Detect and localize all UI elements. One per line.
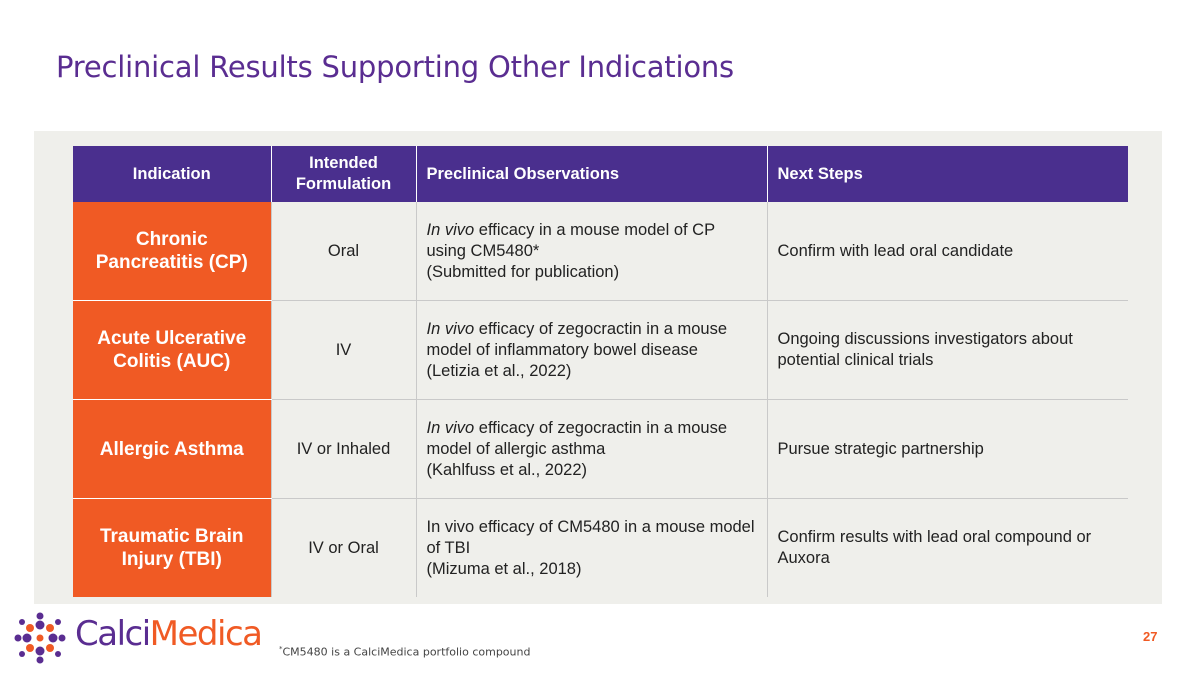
table-header-row: Indication Intended Formulation Preclini… xyxy=(73,146,1128,202)
formulation-cell: Oral xyxy=(271,202,417,301)
slide-title: Preclinical Results Supporting Other Ind… xyxy=(56,50,734,84)
formulation-cell: IV xyxy=(271,300,417,400)
obs-italic: In vivo xyxy=(426,418,475,437)
table-row: Chronic Pancreatitis (CP) Oral In vivo e… xyxy=(73,202,1128,301)
obs-reference: (Mizuma et al., 2018) xyxy=(426,559,582,578)
obs-reference: (Submitted for publication) xyxy=(426,262,620,281)
indication-cell: Acute Ulcerative Colitis (AUC) xyxy=(73,300,272,400)
obs-reference: (Letizia et al., 2022) xyxy=(426,361,572,380)
observations-cell: In vivo efficacy of zegocractin in a mou… xyxy=(416,399,768,499)
obs-text: efficacy of zegocractin in a mouse model… xyxy=(426,418,728,458)
table-row: Allergic Asthma IV or Inhaled In vivo ef… xyxy=(73,399,1128,499)
table-row: Traumatic Brain Injury (TBI) IV or Oral … xyxy=(73,498,1128,597)
logo-wordmark-part2: Medica xyxy=(149,614,263,654)
observations-cell: In vivo efficacy of zegocractin in a mou… xyxy=(416,300,768,400)
obs-italic: In vivo xyxy=(426,220,475,239)
footnote-mark: * xyxy=(279,645,283,653)
header-next-steps: Next Steps xyxy=(767,146,1128,202)
formulation-cell: IV or Oral xyxy=(271,498,417,597)
table-row: Acute Ulcerative Colitis (AUC) IV In viv… xyxy=(73,300,1128,400)
footnote-text: CM5480 is a CalciMedica portfolio compou… xyxy=(282,645,531,659)
observations-cell: In vivo efficacy in a mouse model of CP … xyxy=(416,202,768,301)
indication-cell: Traumatic Brain Injury (TBI) xyxy=(73,498,272,597)
page-number: 27 xyxy=(1143,629,1158,644)
next-steps-cell: Confirm with lead oral candidate xyxy=(767,202,1128,301)
next-steps-cell: Confirm results with lead oral compound … xyxy=(777,528,1092,567)
observations-cell: In vivo efficacy of CM5480 in a mouse mo… xyxy=(416,498,768,597)
obs-italic: In vivo xyxy=(426,319,475,338)
footnote: *CM5480 is a CalciMedica portfolio compo… xyxy=(279,645,530,659)
logo-wordmark: CalciMedica xyxy=(75,614,263,654)
indication-cell: Chronic Pancreatitis (CP) xyxy=(73,202,272,301)
obs-reference: (Kahlfuss et al., 2022) xyxy=(426,460,588,479)
next-steps-cell: Pursue strategic partnership xyxy=(767,399,1128,499)
header-observations: Preclinical Observations xyxy=(416,146,768,202)
logo-wordmark-part1: Calci xyxy=(75,614,151,654)
obs-text: In vivo efficacy of CM5480 in a mouse mo… xyxy=(426,517,755,557)
header-indication: Indication xyxy=(73,146,272,202)
indication-cell: Allergic Asthma xyxy=(73,399,272,499)
obs-text: efficacy in a mouse model of CP using CM… xyxy=(426,220,715,260)
obs-text: efficacy of zegocractin in a mouse model… xyxy=(426,319,728,359)
next-steps-cell: Ongoing discussions investigators about … xyxy=(767,300,1128,400)
formulation-cell: IV or Inhaled xyxy=(271,399,417,499)
indications-table: Indication Intended Formulation Preclini… xyxy=(73,146,1128,597)
header-formulation: Intended Formulation xyxy=(271,146,417,202)
calcimedica-logo-icon xyxy=(14,612,66,664)
